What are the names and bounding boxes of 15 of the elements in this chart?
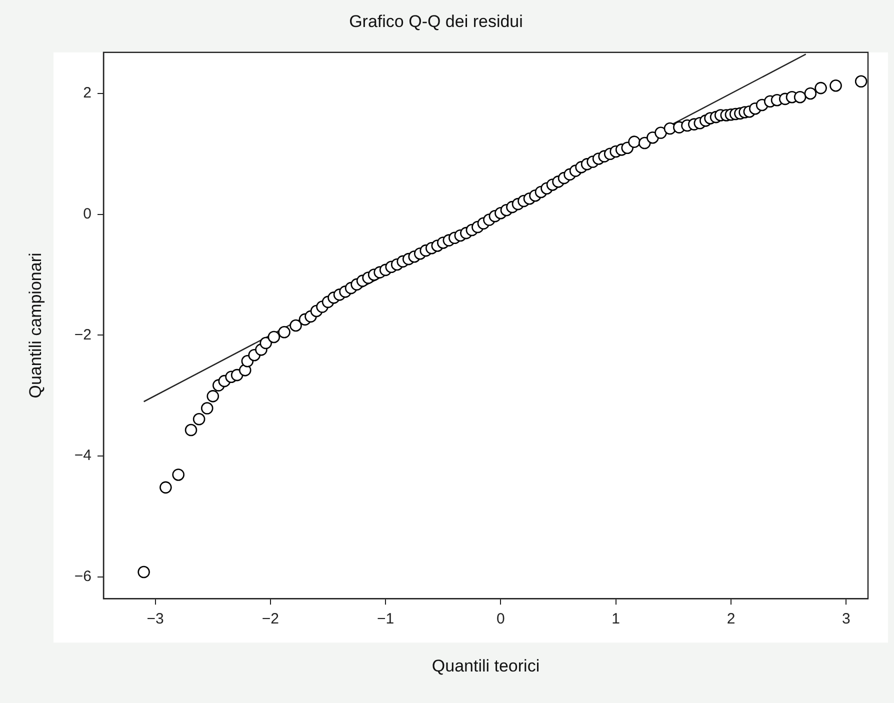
x-tick-label: 3 bbox=[842, 610, 850, 628]
x-axis-title: Quantili teorici bbox=[432, 656, 540, 676]
y-tick-label: 2 bbox=[83, 84, 92, 102]
chart-title: Grafico Q-Q dei residui bbox=[349, 12, 523, 31]
y-tick-label: −6 bbox=[74, 568, 92, 585]
x-tick-label: −3 bbox=[146, 610, 164, 628]
x-tick-label: −2 bbox=[262, 610, 280, 628]
x-tick-label: 0 bbox=[496, 610, 505, 628]
y-tick-label: −2 bbox=[74, 326, 92, 344]
x-tick-label: 1 bbox=[612, 610, 620, 628]
y-tick-label: −4 bbox=[74, 447, 92, 464]
y-tick-label: 0 bbox=[83, 205, 92, 222]
x-tick-label: −1 bbox=[377, 610, 394, 628]
y-axis-title: Quantili campionari bbox=[26, 252, 45, 398]
x-tick-label: 2 bbox=[726, 610, 736, 628]
